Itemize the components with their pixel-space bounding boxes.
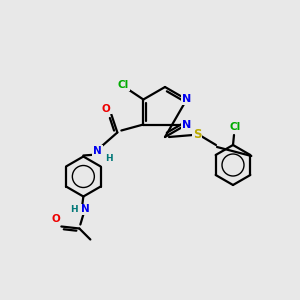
Text: Cl: Cl: [118, 80, 129, 91]
Text: H: H: [70, 205, 78, 214]
Text: N: N: [182, 94, 191, 104]
Text: N: N: [81, 205, 90, 214]
Text: S: S: [193, 128, 201, 142]
Text: O: O: [102, 103, 111, 113]
Text: N: N: [93, 146, 102, 155]
Text: H: H: [106, 154, 113, 163]
Text: Cl: Cl: [230, 122, 241, 132]
Text: O: O: [52, 214, 61, 224]
Text: N: N: [182, 119, 191, 130]
